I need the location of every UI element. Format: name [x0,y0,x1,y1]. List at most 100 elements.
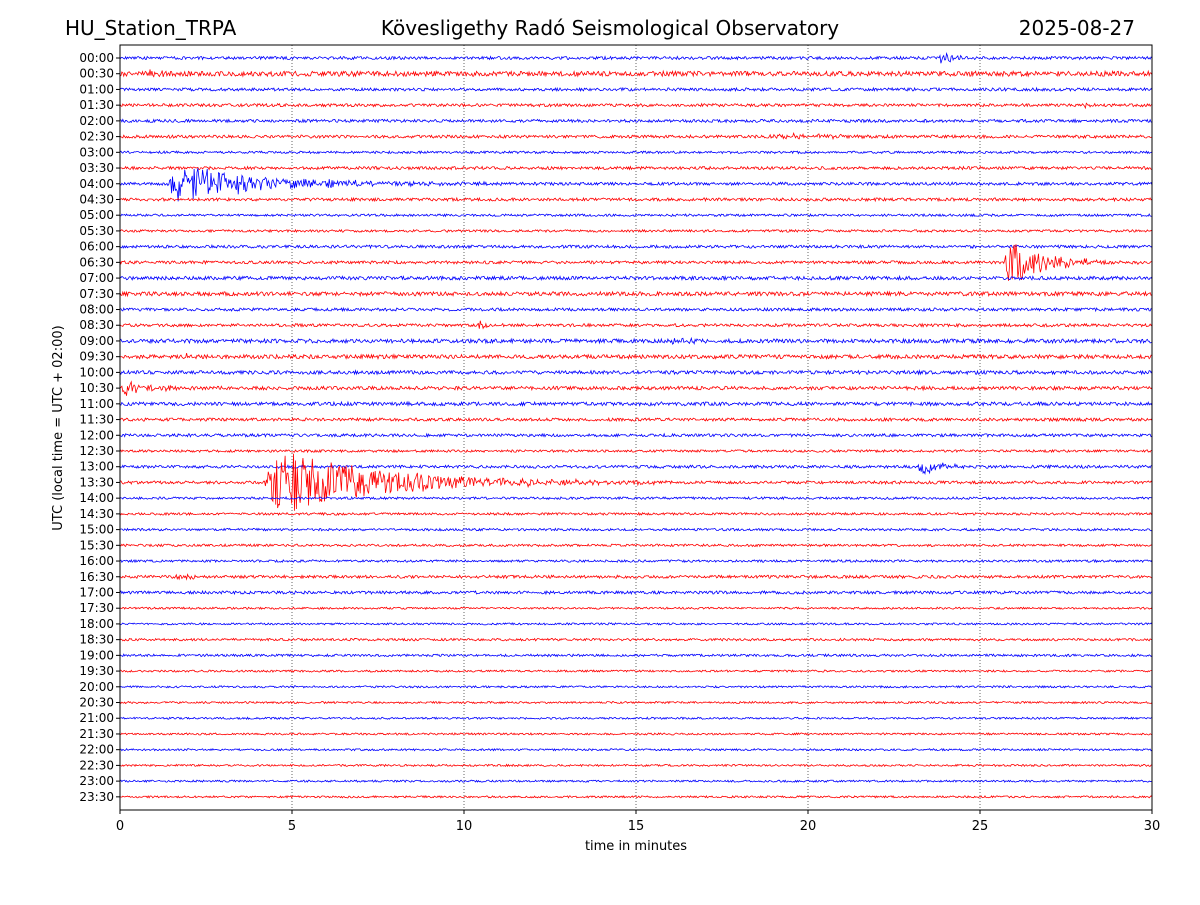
y-tick-label: 22:30 [79,758,114,772]
x-tick-label: 5 [288,819,296,834]
trace-line [119,244,1153,250]
trace-line [119,543,1153,548]
trace-line [119,747,1153,752]
x-tick-label: 10 [456,819,473,834]
y-tick-label: 15:00 [79,523,114,537]
station-name: HU_Station_TRPA [65,16,237,40]
y-tick-label: 23:30 [79,790,114,804]
y-tick-label: 15:30 [79,538,114,552]
x-tick-label: 15 [628,819,645,834]
trace-line [119,558,1153,564]
y-tick-label: 10:00 [79,365,114,379]
trace-line [119,527,1153,532]
y-tick-label: 21:00 [79,711,114,725]
trace-line [119,779,1153,783]
y-tick-label: 20:00 [79,680,114,694]
y-tick-label: 01:00 [79,82,114,96]
trace-line [119,102,1153,110]
y-tick-label: 14:00 [79,491,114,505]
y-tick-label: 19:00 [79,648,114,662]
trace-line [119,150,1153,155]
y-tick-label: 13:00 [79,460,114,474]
y-tick-label: 06:30 [79,255,114,269]
y-tick-label: 17:00 [79,585,114,599]
y-tick-label: 13:30 [79,475,114,489]
trace-line [119,416,1153,423]
y-tick-label: 18:30 [79,633,114,647]
trace-line [119,168,1153,202]
y-tick-label: 12:00 [79,428,114,442]
trace-line [119,794,1153,799]
y-tick-label: 14:30 [79,507,114,521]
trace-line [119,132,1153,141]
trace-line [119,637,1153,642]
y-tick-label: 03:00 [79,145,114,159]
trace-line [119,86,1153,92]
y-tick-label: 02:00 [79,114,114,128]
trace-line [119,511,1153,517]
y-tick-label: 16:00 [79,554,114,568]
trace-line [119,306,1153,313]
y-tick-label: 07:30 [79,287,114,301]
trace-line [119,653,1153,658]
chart-title: Kövesligethy Radó Seismological Observat… [381,16,839,40]
trace-line [119,274,1153,282]
y-tick-label: 10:30 [79,381,114,395]
trace-line [119,380,1153,396]
trace-line [119,453,1153,511]
trace-line [119,320,1153,330]
trace-line [119,462,1153,475]
y-tick-label: 04:30 [79,192,114,206]
y-tick-label: 03:30 [79,161,114,175]
vertical-grid [291,45,981,810]
trace-line [119,369,1153,376]
y-tick-label: 05:30 [79,224,114,238]
trace-line [119,213,1153,218]
trace-line [119,732,1153,736]
y-tick-label: 09:30 [79,350,114,364]
y-tick-label: 06:00 [79,240,114,254]
y-tick-label: 07:00 [79,271,114,285]
trace-line [119,622,1153,626]
trace-line [119,400,1153,408]
y-tick-label: 19:30 [79,664,114,678]
chart-date: 2025-08-27 [1019,16,1135,40]
y-tick-label: 08:30 [79,318,114,332]
y-tick-label: 23:00 [79,774,114,788]
trace-line [119,716,1153,721]
trace-line [119,684,1153,689]
trace-line [119,496,1153,501]
y-tick-label: 16:30 [79,570,114,584]
trace-line [119,244,1153,281]
y-tick-label: 00:00 [79,51,114,65]
trace-line [119,118,1153,124]
trace-line [119,448,1153,454]
y-tick-label: 11:00 [79,397,114,411]
trace-line [119,290,1153,298]
x-tick-label: 0 [116,819,124,834]
x-tick-label: 25 [972,819,989,834]
trace-line [119,165,1153,171]
trace-line [119,228,1153,234]
y-tick-label: 09:00 [79,334,114,348]
y-tick-label: 11:30 [79,413,114,427]
trace-line [119,352,1153,361]
y-axis-label: UTC (local time = UTC + 02:00) [51,325,66,530]
trace-line [119,669,1153,673]
y-tick-label: 02:30 [79,130,114,144]
x-tick-label: 30 [1144,819,1161,834]
y-tick-label: 01:30 [79,98,114,112]
y-tick-label: 22:00 [79,743,114,757]
y-tick-label: 21:30 [79,727,114,741]
x-axis-label: time in minutes [585,839,687,854]
trace-line [119,589,1153,596]
trace-line [119,69,1153,78]
y-tick-label: 08:00 [79,303,114,317]
trace-line [119,573,1153,581]
y-tick-label: 12:30 [79,444,114,458]
trace-group [119,52,1153,799]
x-axis: 0 5 10 15 20 25 30 [116,810,1160,834]
trace-line [119,336,1153,346]
